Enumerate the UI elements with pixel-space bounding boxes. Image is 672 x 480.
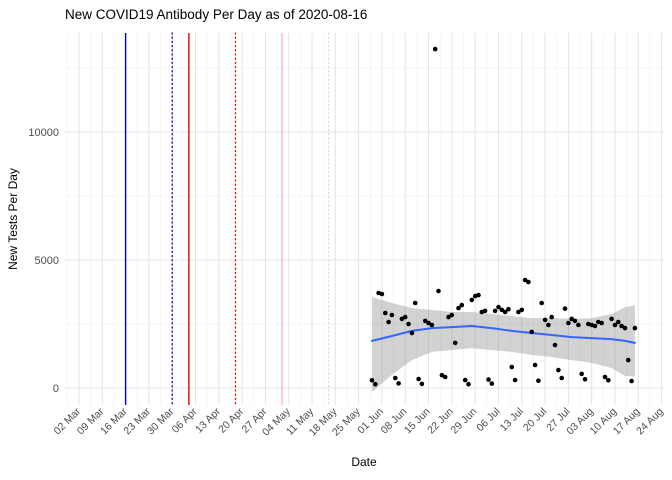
data-point (436, 288, 441, 294)
x-tick-label: 30 Mar (145, 405, 177, 437)
x-tick-label: 24 Aug (634, 406, 666, 438)
data-point (509, 364, 515, 370)
data-point (539, 300, 544, 306)
data-point (373, 381, 378, 387)
x-tick-label: 20 Apr (216, 405, 246, 435)
data-point (429, 322, 435, 328)
data-point (379, 291, 385, 297)
data-point (442, 374, 448, 380)
data-point (409, 330, 415, 336)
data-point (529, 329, 534, 335)
x-tick-label: 29 Jun (449, 406, 480, 437)
data-point (499, 307, 505, 313)
data-point (469, 297, 475, 303)
y-axis-title: New Tests Per Day (6, 168, 20, 270)
event-vlines-layer (124, 32, 330, 406)
data-point (416, 376, 421, 382)
data-point (482, 308, 488, 314)
data-point (546, 322, 551, 328)
data-point (412, 300, 418, 306)
data-point (383, 310, 388, 316)
data-point (629, 378, 634, 384)
data-point (559, 375, 564, 381)
y-tick-label: 5000 (35, 255, 59, 267)
x-tick-label: 13 Jul (498, 406, 526, 434)
chart-title: New COVID19 Antibody Per Day as of 2020-… (65, 7, 367, 22)
confidence-band (372, 297, 635, 392)
x-tick-label: 06 Jul (474, 406, 502, 434)
data-point (572, 318, 578, 324)
data-point (566, 320, 571, 326)
data-point (452, 340, 458, 346)
data-point (449, 312, 455, 318)
data-point (506, 306, 511, 312)
data-point (466, 381, 471, 387)
data-point (569, 316, 574, 322)
grid-layer (64, 33, 665, 405)
data-point (526, 279, 531, 285)
data-point (582, 377, 588, 382)
confidence-band-layer (372, 297, 635, 392)
x-axis-title: Date (351, 455, 377, 469)
data-point (612, 322, 618, 328)
data-point (562, 306, 568, 311)
data-point (406, 321, 411, 327)
data-point (549, 314, 554, 320)
data-point (536, 378, 541, 384)
data-point (492, 308, 498, 314)
smooth-line (371, 325, 636, 344)
data-point (592, 323, 598, 329)
data-point (516, 309, 521, 315)
data-point (459, 302, 465, 308)
data-point (632, 325, 638, 331)
data-point (426, 320, 431, 326)
data-point (489, 381, 495, 386)
data-point (542, 317, 548, 323)
data-point (609, 316, 614, 322)
data-point (496, 304, 501, 310)
data-point (622, 325, 628, 331)
scatter-points-layer (369, 46, 638, 387)
y-tick-label: 0 (53, 383, 59, 395)
data-point (579, 371, 584, 377)
data-point (386, 319, 391, 325)
data-point (619, 323, 624, 329)
data-point (599, 320, 604, 326)
data-point (432, 46, 438, 52)
data-point (486, 377, 491, 382)
data-point (456, 305, 461, 311)
data-point (396, 381, 401, 386)
data-point (422, 318, 428, 324)
smooth-line-layer (371, 325, 636, 344)
data-point (446, 314, 451, 320)
data-point (369, 378, 375, 383)
data-point (522, 277, 528, 283)
data-point (602, 374, 608, 380)
x-tick-label: 20 Jul (521, 406, 549, 434)
data-point (512, 377, 518, 383)
data-point (419, 381, 425, 387)
data-point (606, 378, 611, 383)
data-point (402, 314, 408, 320)
data-point (576, 322, 581, 328)
x-tick-label: 06 Apr (170, 405, 200, 435)
y-tick-label: 10000 (28, 127, 59, 139)
data-point (462, 377, 468, 383)
data-point (626, 357, 631, 363)
data-point (476, 292, 481, 298)
data-point (393, 375, 398, 381)
data-point (616, 319, 621, 325)
data-point (389, 312, 395, 318)
data-point (532, 362, 538, 368)
data-point (552, 342, 558, 348)
data-point (502, 309, 508, 315)
x-tick-label: 13 Apr (193, 405, 223, 435)
data-point (519, 307, 525, 313)
data-point (556, 367, 561, 373)
